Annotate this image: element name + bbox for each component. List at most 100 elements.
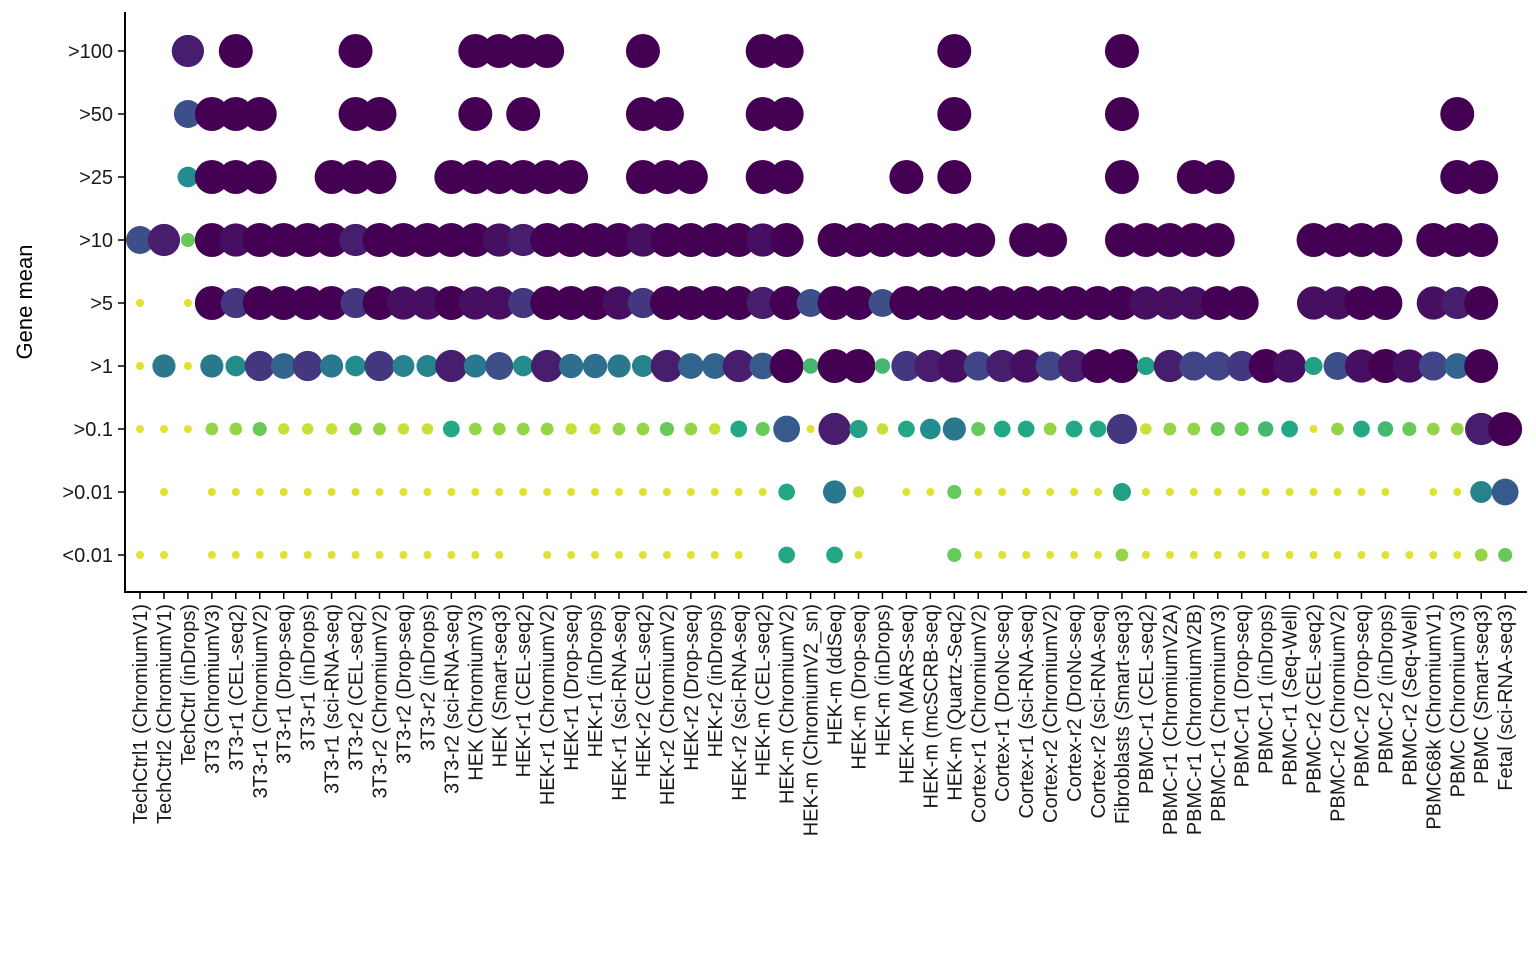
data-point [612, 422, 626, 436]
data-point [947, 547, 962, 563]
data-point [519, 488, 528, 496]
x-tick-label: HEK-m (Quartz-Seq2) [944, 604, 966, 801]
data-point [351, 551, 360, 559]
data-point [746, 223, 780, 257]
data-point [278, 423, 290, 435]
data-point [673, 160, 708, 194]
data-point [327, 488, 336, 496]
data-point [447, 488, 456, 496]
data-point [631, 355, 654, 377]
x-tick-label: PBMC-r2 (Drop-seq) [1351, 604, 1373, 787]
data-point [721, 286, 756, 320]
data-point [386, 286, 421, 320]
data-point [1281, 420, 1298, 438]
data-point [200, 354, 224, 378]
data-point [255, 551, 264, 559]
y-tick-label: >25 [79, 167, 113, 189]
data-point [1418, 351, 1448, 381]
data-point [898, 420, 915, 438]
data-point [349, 422, 362, 436]
data-point [1453, 551, 1462, 559]
data-point [471, 551, 480, 559]
data-point [1488, 412, 1523, 446]
data-point [852, 486, 865, 498]
data-point [1165, 488, 1174, 496]
x-tick-label: HEK-r2 (CEL-seq2) [633, 604, 655, 777]
data-point [207, 551, 216, 559]
data-point [841, 349, 876, 383]
data-point [1234, 421, 1249, 437]
data-point [1331, 422, 1344, 436]
data-point [338, 160, 373, 194]
data-point [615, 488, 623, 496]
data-point [1357, 488, 1366, 496]
x-tick-label: HEK-m (ChromiumV2) [777, 604, 799, 804]
data-point [734, 551, 743, 559]
data-point [1368, 286, 1403, 320]
data-point [1257, 421, 1274, 437]
data-point [1441, 286, 1474, 320]
data-point [1163, 422, 1177, 436]
data-point [1104, 97, 1139, 131]
data-point [1200, 286, 1235, 320]
data-point [218, 34, 253, 68]
data-point [468, 422, 482, 436]
data-point [1453, 488, 1462, 496]
data-point [721, 223, 756, 257]
data-point [1440, 223, 1475, 257]
data-point [627, 287, 659, 319]
data-point [219, 223, 253, 257]
x-tick-label: PBMC-r2 (Seq-Well) [1399, 604, 1421, 786]
x-tick-label: PBMC-r1 (Seq-Well) [1280, 604, 1302, 786]
data-point [913, 223, 948, 257]
data-point [1464, 286, 1499, 320]
data-point [1440, 160, 1475, 194]
data-point [1033, 223, 1068, 257]
x-tick-label: PBMC (Smart-seq3) [1471, 604, 1493, 784]
data-point [1153, 286, 1187, 320]
data-point [778, 546, 796, 564]
data-point [1140, 423, 1152, 435]
data-point [1405, 551, 1414, 559]
data-point [1474, 548, 1488, 562]
data-point [231, 488, 240, 496]
data-point [1248, 349, 1283, 383]
x-tick-label: Fibroblasts (Smart-seq3) [1112, 604, 1134, 824]
data-point [1046, 551, 1055, 559]
data-point [1357, 551, 1366, 559]
data-point [171, 34, 205, 68]
x-tick-label: HEK-r1 (sci-RNA-seq) [609, 604, 631, 801]
data-point [1213, 551, 1222, 559]
data-point [399, 488, 408, 496]
data-point [638, 488, 647, 496]
x-axis-ticks: TechCtrl1 (ChromiumV1) TechCtrl2 (Chromiu… [130, 592, 1517, 836]
x-tick-label: HEK-m (ddSeq) [825, 604, 847, 745]
x-tick-label: PBMC-r2 (inDrops) [1375, 604, 1397, 774]
x-tick-label: TechCtrl2 (ChromiumV1) [154, 604, 176, 824]
data-point [1261, 488, 1270, 496]
data-point [530, 34, 565, 68]
data-point [625, 97, 660, 131]
data-point [1129, 286, 1163, 320]
x-tick-label: Cortex-r2 (sci-RNA-seq) [1088, 604, 1110, 818]
data-point [345, 355, 366, 377]
data-point [1368, 349, 1403, 383]
x-tick-label: HEK-m (inDrops) [872, 604, 894, 756]
data-point [530, 223, 565, 257]
data-point [1344, 286, 1379, 320]
data-point [1035, 351, 1065, 381]
x-tick-label: 3T3-r2 (CEL-seq2) [346, 604, 368, 771]
data-point [1344, 349, 1379, 383]
data-point [338, 34, 373, 68]
data-point [410, 286, 445, 320]
data-point [942, 417, 966, 441]
data-point [1065, 420, 1083, 438]
x-tick-label: HEK-r1 (CEL-seq2) [513, 604, 535, 777]
x-tick-label: HEK-r2 (inDrops) [705, 604, 727, 757]
x-tick-label: PBMC68k (ChromiumV1) [1423, 604, 1445, 830]
data-point [1022, 488, 1031, 496]
data-point [998, 551, 1007, 559]
data-point [159, 488, 168, 496]
data-point [183, 299, 192, 307]
